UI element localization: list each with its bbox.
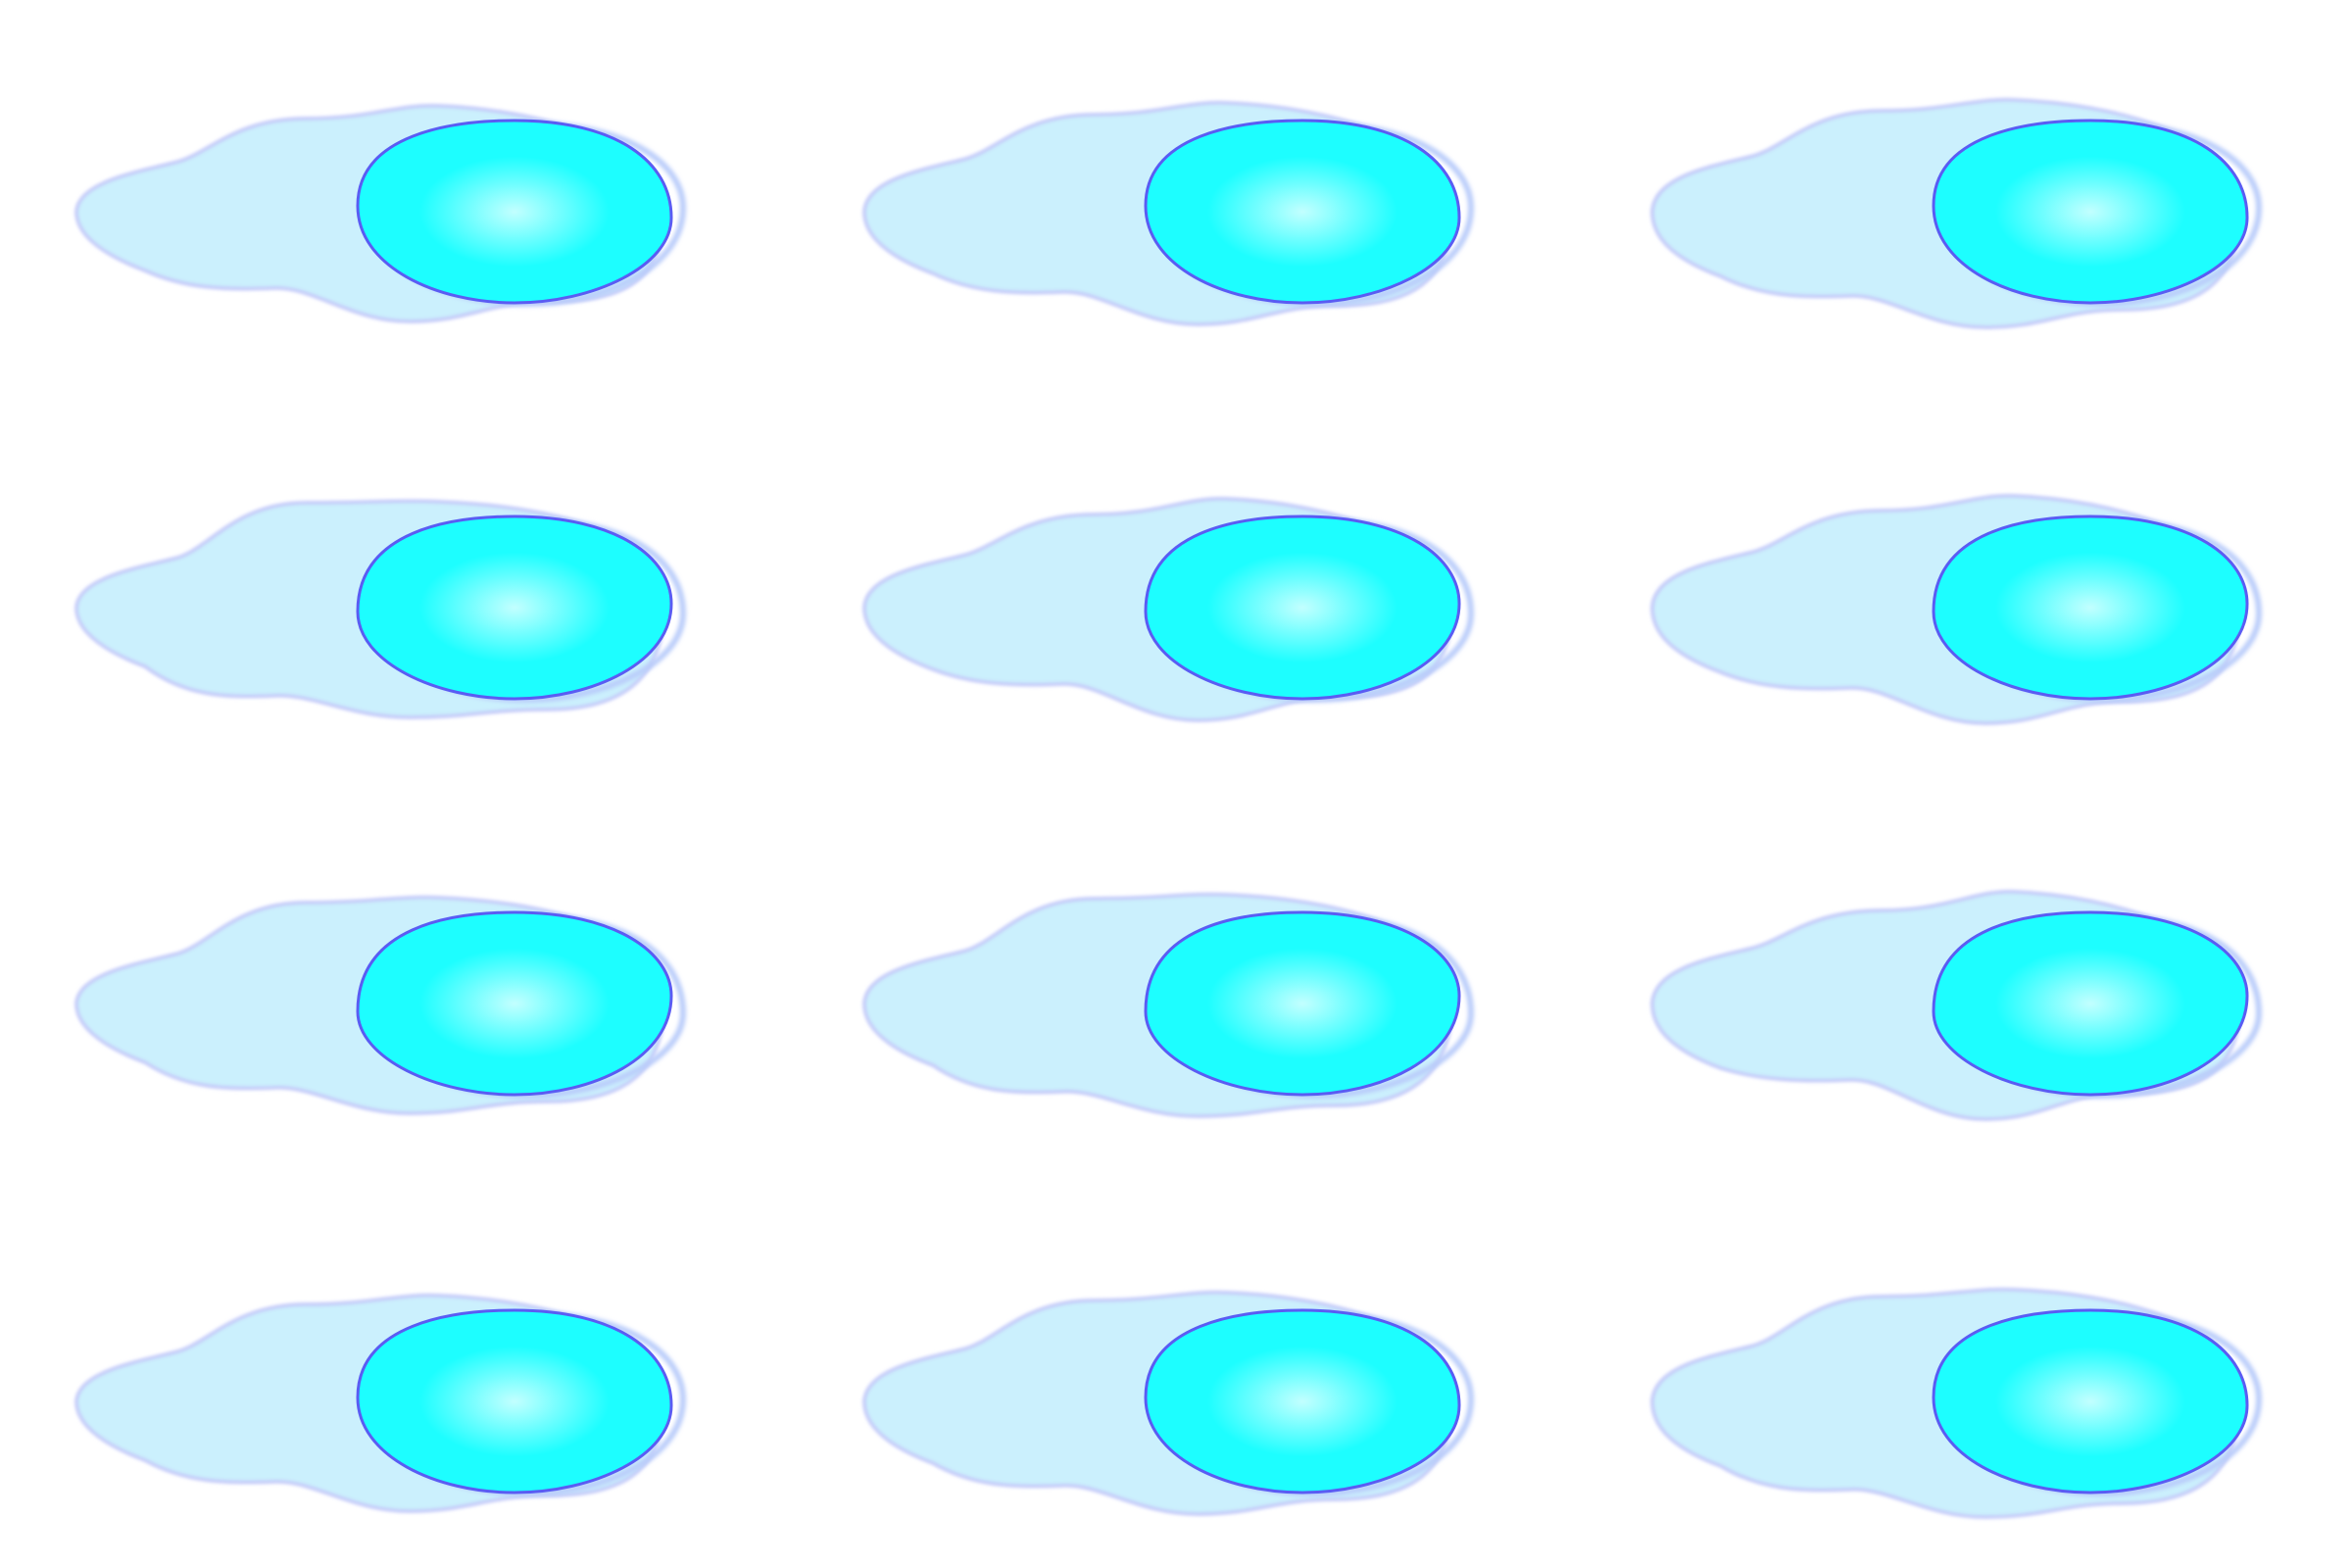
comet-head xyxy=(356,119,673,305)
sprite-frame-4 xyxy=(74,499,687,720)
comet-blob-icon xyxy=(74,103,687,324)
sprite-frame-2 xyxy=(861,100,1475,327)
comet-head xyxy=(1144,910,1461,1097)
comet-head xyxy=(1144,119,1461,305)
comet-blob-icon xyxy=(861,100,1475,327)
comet-head xyxy=(1932,1308,2249,1494)
comet-head xyxy=(1932,119,2249,305)
sprite-frame-10 xyxy=(74,1293,687,1514)
comet-head xyxy=(1932,514,2249,701)
sprite-frame-7 xyxy=(74,895,687,1116)
comet-head xyxy=(1932,910,2249,1097)
comet-blob-icon xyxy=(861,496,1475,723)
sprite-frame-5 xyxy=(861,496,1475,723)
comet-head xyxy=(1144,514,1461,701)
comet-blob-icon xyxy=(74,1293,687,1514)
sprite-frame-6 xyxy=(1649,493,2263,726)
comet-blob-icon xyxy=(861,1290,1475,1517)
comet-blob-icon xyxy=(74,499,687,720)
sprite-grid xyxy=(74,97,2263,1520)
sprite-frame-8 xyxy=(861,892,1475,1119)
comet-blob-icon xyxy=(1649,493,2263,726)
sprite-frame-11 xyxy=(861,1290,1475,1517)
comet-blob-icon xyxy=(861,892,1475,1119)
sprite-frame-3 xyxy=(1649,97,2263,330)
comet-blob-icon xyxy=(1649,1287,2263,1520)
comet-head xyxy=(1144,1308,1461,1494)
comet-blob-icon xyxy=(1649,97,2263,330)
comet-blob-icon xyxy=(74,895,687,1116)
comet-blob-icon xyxy=(1649,889,2263,1122)
sprite-frame-12 xyxy=(1649,1287,2263,1520)
comet-head xyxy=(356,910,673,1097)
comet-head xyxy=(356,514,673,701)
sprite-frame-1 xyxy=(74,103,687,324)
sprite-frame-9 xyxy=(1649,889,2263,1122)
comet-head xyxy=(356,1308,673,1494)
